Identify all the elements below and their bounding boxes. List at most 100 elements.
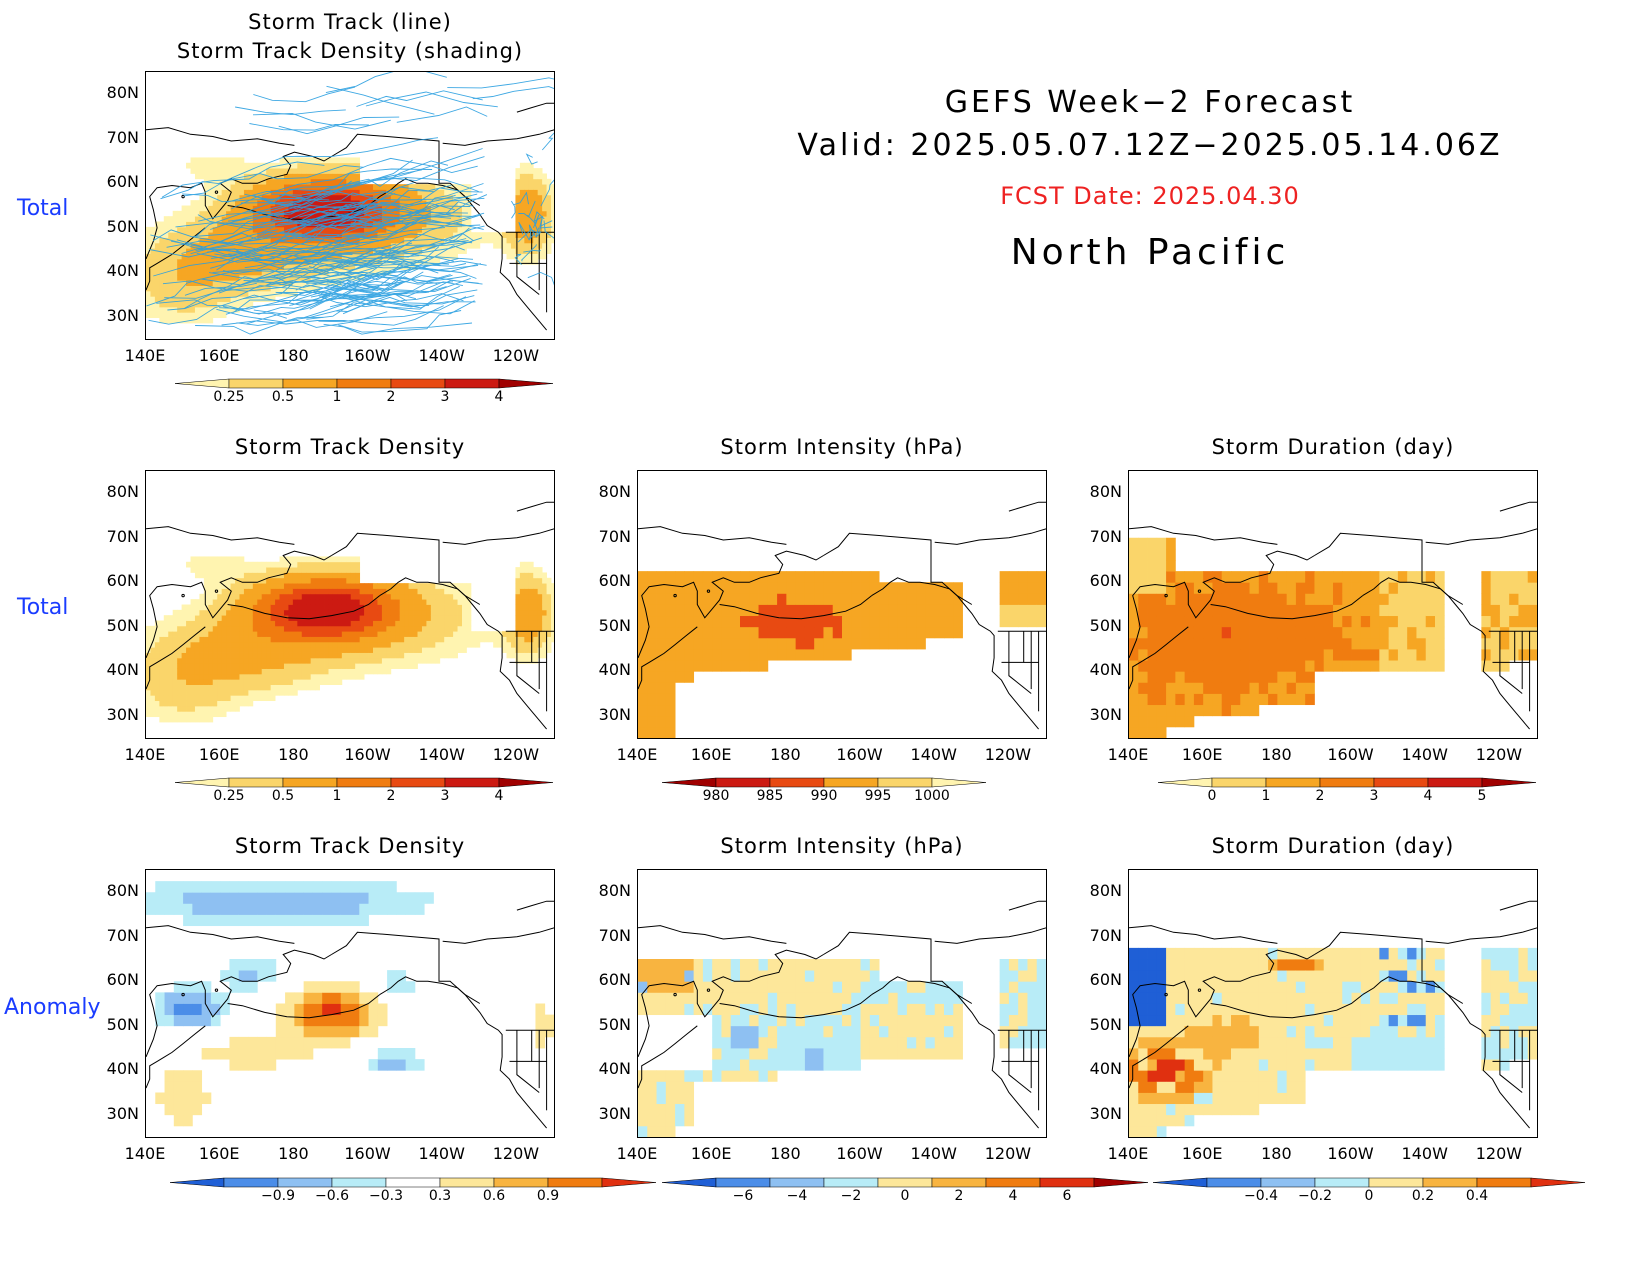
lon-tick-label: 180	[278, 745, 309, 764]
panel-title-anom-density: Storm Track Density	[234, 834, 466, 858]
lon-tick-label: 160E	[690, 1144, 732, 1163]
colorbar-tick-label: 0.9	[536, 1188, 560, 1204]
forecast-title: GEFS Week−2 Forecast	[944, 85, 1356, 120]
colorbar-tick-label: 4	[494, 788, 504, 804]
lon-tick-label: 120W	[492, 1144, 540, 1163]
lon-tick-label: 140E	[616, 745, 658, 764]
lon-tick-label: 140W	[418, 745, 465, 764]
lon-tick-label: 160W	[344, 1144, 391, 1163]
lat-tick-label: 60N	[1089, 970, 1122, 990]
lat-tick-label: 30N	[106, 305, 139, 325]
lon-tick-label: 180	[1261, 1144, 1292, 1163]
lat-tick-label: 60N	[106, 970, 139, 990]
lat-tick-label: 50N	[598, 1014, 631, 1034]
colorbar-tick-label: 980	[702, 788, 730, 804]
lon-tick-label: 180	[770, 1144, 801, 1163]
lon-tick-label: 140E	[616, 1144, 658, 1163]
lat-tick-label: 40N	[1089, 660, 1122, 680]
lat-tick-label: 60N	[106, 571, 139, 591]
colorbar-tick-label: 2	[386, 788, 396, 804]
lat-tick-label: 30N	[1089, 704, 1122, 724]
lat-tick-label: 30N	[598, 704, 631, 724]
panel-title-mid-intensity: Storm Intensity (hPa)	[720, 435, 964, 459]
lon-tick-label: 140W	[418, 1144, 465, 1163]
lat-tick-label: 30N	[106, 1103, 139, 1123]
panel-title-mid-duration: Storm Duration (day)	[1211, 435, 1455, 459]
map-anom-intensity	[637, 869, 1047, 1138]
lat-tick-label: 40N	[106, 1059, 139, 1079]
colorbar-tick-label: 4	[1423, 788, 1433, 804]
colorbar-tick-label: 6	[1062, 1188, 1072, 1204]
colorbar-tick-label: −0.9	[261, 1188, 295, 1204]
lon-tick-label: 160E	[198, 1144, 240, 1163]
lat-tick-label: 50N	[106, 1014, 139, 1034]
colorbar-tick-label: 1	[332, 389, 342, 405]
lon-tick-label: 160E	[198, 346, 240, 365]
lat-tick-label: 40N	[106, 261, 139, 281]
colorbar-tick-label: −2	[840, 1188, 862, 1204]
colorbar-tick-label: 0	[900, 1188, 910, 1204]
lon-tick-label: 160W	[836, 1144, 883, 1163]
map-mid-duration	[1128, 470, 1538, 739]
lon-tick-label: 140E	[1107, 745, 1149, 764]
lat-tick-label: 60N	[598, 970, 631, 990]
colorbar-tick-label: 0	[1207, 788, 1217, 804]
lat-tick-label: 50N	[1089, 615, 1122, 635]
lat-tick-label: 70N	[106, 925, 139, 945]
map-top-tracks	[145, 71, 555, 340]
lon-tick-label: 140W	[1401, 745, 1448, 764]
lat-tick-label: 80N	[106, 881, 139, 901]
colorbar-tick-label: 3	[440, 788, 450, 804]
colorbar-tick-label: 0	[1364, 1188, 1374, 1204]
lat-tick-label: 50N	[1089, 1014, 1122, 1034]
panel-title-anom-intensity: Storm Intensity (hPa)	[720, 834, 964, 858]
lat-tick-label: 80N	[598, 482, 631, 502]
lon-tick-label: 180	[770, 745, 801, 764]
colorbar-tick-label: 4	[1008, 1188, 1018, 1204]
map-mid-intensity	[637, 470, 1047, 739]
row-label-bottom: Anomaly	[4, 995, 101, 1020]
colorbar-tick-label: 0.25	[213, 788, 245, 804]
lat-tick-label: 40N	[598, 660, 631, 680]
colorbar-tick-label: 1000	[914, 788, 950, 804]
valid-range: Valid: 2025.05.07.12Z−2025.05.14.06Z	[797, 128, 1503, 163]
lat-tick-label: 70N	[1089, 925, 1122, 945]
colorbar-tick-label: 995	[864, 788, 892, 804]
colorbar-tick-label: 2	[1315, 788, 1325, 804]
lat-tick-label: 80N	[1089, 881, 1122, 901]
colorbar-tick-label: 1	[1261, 788, 1271, 804]
colorbar-tick-label: 0.5	[271, 788, 295, 804]
lon-tick-label: 160E	[690, 745, 732, 764]
lon-tick-label: 160W	[1327, 745, 1374, 764]
lat-tick-label: 40N	[598, 1059, 631, 1079]
lon-tick-label: 180	[1261, 745, 1292, 764]
lon-tick-label: 120W	[984, 1144, 1032, 1163]
lat-tick-label: 70N	[106, 127, 139, 147]
lat-tick-label: 50N	[106, 615, 139, 635]
lat-tick-label: 30N	[1089, 1103, 1122, 1123]
lat-tick-label: 50N	[598, 615, 631, 635]
lon-tick-label: 120W	[984, 745, 1032, 764]
colorbar-tick-label: 0.25	[213, 389, 245, 405]
map-anom-duration	[1128, 869, 1538, 1138]
lon-tick-label: 160E	[1181, 745, 1223, 764]
fcst-date: FCST Date: 2025.04.30	[1000, 182, 1300, 210]
lon-tick-label: 120W	[492, 745, 540, 764]
colorbar-tick-label: 5	[1477, 788, 1487, 804]
panel-title-top-2: Storm Track Density (shading)	[176, 39, 524, 63]
colorbar-tick-label: 4	[494, 389, 504, 405]
colorbar-tick-label: −4	[786, 1188, 808, 1204]
lat-tick-label: 70N	[1089, 526, 1122, 546]
lat-tick-label: 40N	[106, 660, 139, 680]
colorbar-tick-label: 1	[332, 788, 342, 804]
lon-tick-label: 120W	[492, 346, 540, 365]
lon-tick-label: 120W	[1475, 745, 1523, 764]
map-mid-density	[145, 470, 555, 739]
lat-tick-label: 30N	[598, 1103, 631, 1123]
lon-tick-label: 140E	[124, 745, 166, 764]
lon-tick-label: 140E	[1107, 1144, 1149, 1163]
lat-tick-label: 70N	[106, 526, 139, 546]
map-anom-density	[145, 869, 555, 1138]
lon-tick-label: 140E	[124, 346, 166, 365]
panel-title-mid-density: Storm Track Density	[234, 435, 466, 459]
